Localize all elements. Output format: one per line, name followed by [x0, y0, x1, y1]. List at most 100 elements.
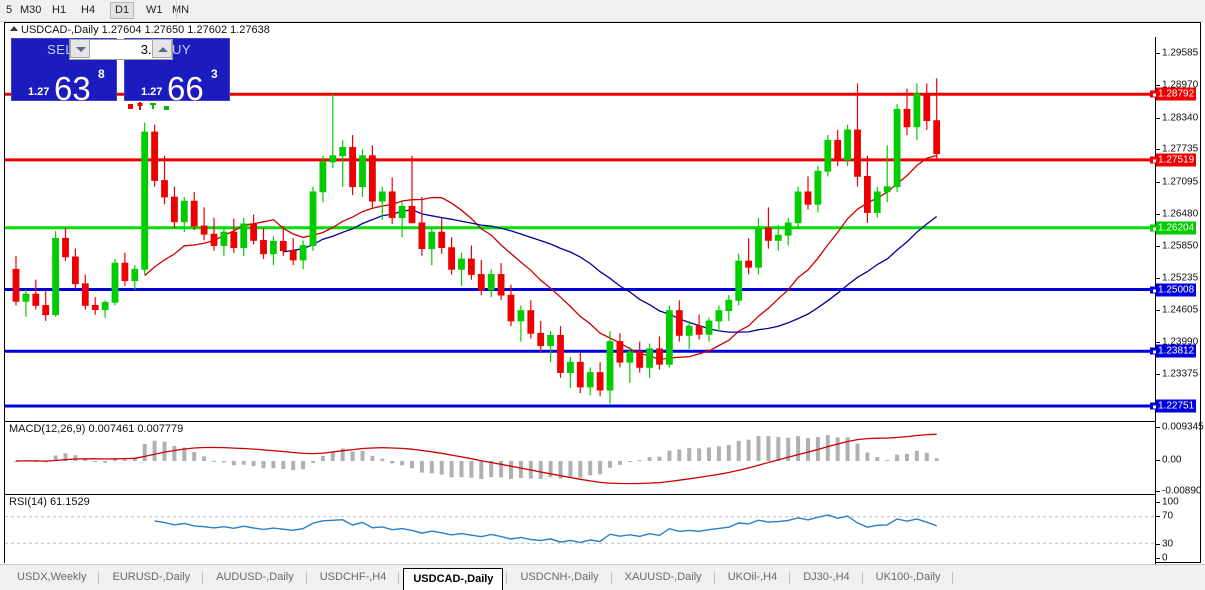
macd-axis-label: 0.00 — [1162, 454, 1182, 466]
chevron-down-icon — [76, 47, 86, 52]
macd-pane[interactable]: MACD(12,26,9) 0.007461 0.007779 — [5, 421, 1155, 495]
toolbar-separator — [176, 2, 177, 19]
price-level-label[interactable]: 1.28792 — [1156, 87, 1197, 101]
rsi-axis-label: 0 — [1162, 552, 1168, 564]
volume-decrease-button[interactable] — [70, 39, 90, 58]
price-tick — [1156, 277, 1160, 279]
sell-price-fraction: 8 — [98, 67, 105, 81]
rsi-plot — [5, 514, 1155, 544]
price-tick — [1156, 213, 1160, 215]
chart-tab-uk100-daily[interactable]: UK100-,Daily — [875, 571, 941, 583]
price-tick — [1156, 85, 1160, 86]
rsi-axis-label: 30 — [1162, 538, 1174, 550]
rsi-axis-label: 70 — [1162, 510, 1174, 522]
chart-tab-ukoil-h4[interactable]: UKOil-,H4 — [727, 571, 778, 583]
macd-plot — [14, 433, 939, 485]
rsi-pane[interactable]: RSI(14) 61.1529 — [5, 494, 1155, 566]
tab-separator — [98, 572, 100, 584]
tab-separator — [789, 572, 791, 584]
macd-axis-label: 0.009345 — [1162, 421, 1204, 433]
price-tick — [1156, 310, 1160, 312]
collapse-triangle-icon[interactable] — [10, 26, 18, 31]
tab-separator — [506, 572, 508, 584]
price-tick-label: 1.29585 — [1162, 47, 1199, 59]
price-level-label[interactable]: 1.27519 — [1156, 153, 1197, 167]
buy-price-big: 66 — [167, 70, 204, 107]
chevron-up-icon — [158, 47, 168, 52]
price-tick-label: 1.25850 — [1162, 240, 1199, 252]
mini-candle-icons — [128, 102, 169, 110]
price-tick-label: 1.27735 — [1162, 143, 1199, 155]
buy-price-prefix: 1.27 — [141, 86, 163, 98]
buy-price-fraction: 3 — [211, 67, 218, 81]
chart-tab-usdcnh-daily[interactable]: USDCNH-,Daily — [520, 571, 599, 583]
price-axis-line — [1155, 37, 1156, 565]
chart-tab-audusd-daily[interactable]: AUDUSD-,Daily — [216, 571, 294, 583]
chart-window: USDCAD-,Daily 1.27604 1.27650 1.27602 1.… — [4, 22, 1204, 587]
timeframe-h4[interactable]: H4 — [81, 4, 96, 16]
rsi-tick — [1156, 516, 1160, 517]
tab-separator — [398, 572, 400, 584]
price-tick — [1156, 148, 1160, 150]
price-level-label[interactable]: 1.22751 — [1156, 399, 1197, 413]
price-level-label[interactable]: 1.25008 — [1156, 283, 1197, 297]
price-tick-label: 1.25235 — [1162, 272, 1199, 284]
timeframe-mn[interactable]: MN — [172, 4, 190, 16]
price-tick — [1156, 246, 1160, 248]
one-click-trading-panel: SELL 1.27 63 8 BUY 1.27 66 3 3.00 — [11, 38, 231, 110]
macd-tick — [1156, 427, 1160, 428]
timeframe-h1[interactable]: H1 — [52, 4, 67, 16]
tab-separator — [952, 572, 954, 584]
rsi-axis-label: 100 — [1162, 496, 1179, 508]
timeframe-m30[interactable]: M30 — [20, 4, 42, 16]
price-tick — [1156, 53, 1160, 55]
volume-increase-button[interactable] — [152, 39, 172, 58]
price-tick — [1156, 181, 1160, 183]
price-tick — [1156, 342, 1160, 344]
timeframe-toolbar: 5 M30 H1 H4 D1 W1 MN — [0, 0, 1205, 22]
timeframe-5[interactable]: 5 — [6, 4, 13, 16]
price-tick — [1156, 117, 1160, 119]
chart-tab-eurusd-daily[interactable]: EURUSD-,Daily — [112, 571, 191, 583]
price-level-label[interactable]: 1.26204 — [1156, 221, 1197, 235]
timeframe-w1[interactable]: W1 — [146, 4, 163, 16]
tab-separator — [305, 572, 307, 584]
rsi-tick — [1156, 544, 1160, 545]
price-tick — [1156, 373, 1160, 375]
chart-tab-xauusd-daily[interactable]: XAUUSD-,Daily — [624, 571, 702, 583]
rsi-label: RSI(14) 61.1529 — [9, 496, 90, 508]
macd-axis-label: -0.00890 — [1162, 485, 1202, 497]
chart-tab-usdchf-h4[interactable]: USDCHF-,H4 — [319, 571, 387, 583]
price-tick-label: 1.27095 — [1162, 176, 1199, 188]
macd-label: MACD(12,26,9) 0.007461 0.007779 — [9, 423, 184, 435]
sell-price-big: 63 — [54, 70, 91, 107]
price-tick-label: 1.23375 — [1162, 368, 1199, 380]
rsi-tick — [1156, 502, 1160, 503]
price-tick-label: 1.28970 — [1162, 79, 1199, 91]
price-tick-label: 1.28340 — [1162, 112, 1199, 124]
price-tick-label: 1.26480 — [1162, 208, 1199, 220]
candlestick-chart — [5, 78, 1155, 408]
timeframe-d1[interactable]: D1 — [110, 2, 135, 19]
sell-price: 1.27 63 8 — [12, 53, 116, 105]
price-tick-label: 1.23990 — [1162, 336, 1199, 348]
sell-button[interactable]: SELL 1.27 63 8 — [11, 38, 117, 105]
price-tick-label: 1.24605 — [1162, 304, 1199, 316]
chart-tab-strip: USDX,Weekly EURUSD-,Daily AUDUSD-,Daily USD… — [0, 564, 1205, 590]
chart-tab-usdx-weekly[interactable]: USDX,Weekly — [17, 571, 87, 583]
rsi-tick — [1156, 558, 1160, 559]
tab-separator — [610, 572, 612, 584]
chart-title: USDCAD-,Daily 1.27604 1.27650 1.27602 1.… — [21, 24, 270, 36]
price-level-label[interactable]: 1.23812 — [1156, 344, 1197, 358]
macd-tick — [1156, 460, 1160, 461]
chart-tab-usdcad-daily[interactable]: USDCAD-,Daily — [403, 568, 504, 590]
macd-tick — [1156, 491, 1160, 492]
tab-separator — [202, 572, 204, 584]
chart-tab-dj30-h4[interactable]: DJ30-,H4 — [803, 571, 850, 583]
tab-separator — [861, 572, 863, 584]
tab-separator — [713, 572, 715, 584]
buy-price: 1.27 66 3 — [125, 53, 229, 105]
sell-price-prefix: 1.27 — [28, 86, 50, 98]
chart-titlebar: USDCAD-,Daily 1.27604 1.27650 1.27602 1.… — [5, 23, 1200, 37]
